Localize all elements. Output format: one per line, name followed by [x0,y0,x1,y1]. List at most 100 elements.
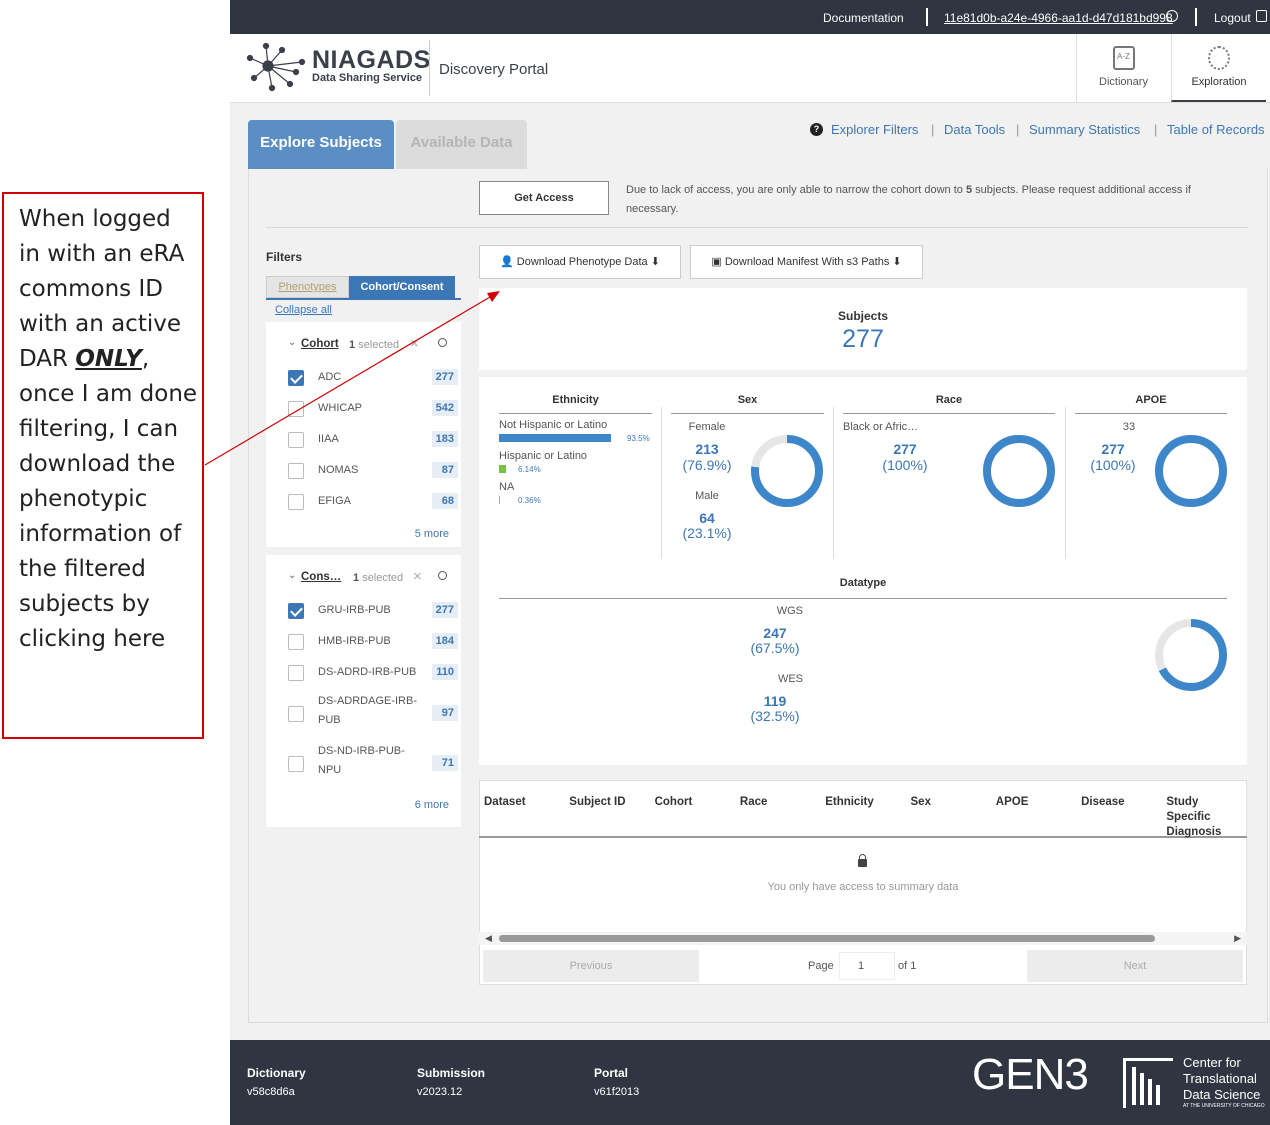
search-icon[interactable] [438,338,447,347]
datatype-wes-count: 119 [763,693,787,709]
link-explorer-filters[interactable]: Explorer Filters [831,122,919,137]
filter-option-count: 71 [432,755,458,771]
cohort-filter-label[interactable]: Cohort [301,338,339,350]
logout-link[interactable]: Logout [1214,11,1251,25]
consent-selected-number: 1 [353,572,360,584]
cohort-selected-suffix: selected [358,339,400,351]
previous-button[interactable]: Previous [483,950,699,982]
table-column-header[interactable]: Cohort [654,796,693,808]
download-manifest-label: Download Manifest With s3 Paths [724,256,890,268]
filter-option[interactable]: ADC 277 [288,368,458,388]
checkbox[interactable] [288,634,304,650]
sex-male-count: 64 [699,510,715,526]
consent-filter-card: ⌄ Cons… 1 selected × 6 more GRU-IRB-PUB 2… [266,555,461,827]
next-button[interactable]: Next [1027,950,1243,982]
checkbox[interactable] [288,432,304,448]
link-table-of-records[interactable]: Table of Records [1167,122,1265,137]
subjects-label: Subjects [837,309,888,323]
consent-more-link[interactable]: 6 more [414,799,449,811]
ctds-logo-icon [1123,1058,1173,1108]
chevron-down-icon[interactable]: ⌄ [288,570,297,581]
filter-option-label: DS-ND-IRB-PUB- [318,745,405,757]
lock-icon [858,859,867,867]
filter-option-label: ADC [318,371,342,383]
filter-option-label: HMB-IRB-PUB [318,635,391,647]
race-donut-chart [983,435,1055,507]
divider [1065,407,1066,559]
ctds-line-3: Data Science [1183,1087,1261,1102]
page-input[interactable] [839,952,895,980]
checkbox[interactable] [288,370,304,386]
filter-option-label: NPU [318,764,342,776]
user-id-link[interactable]: 11e81d0b-a24e-4966-aa1d-d47d181bd998 [944,11,1173,25]
clear-icon[interactable]: × [413,568,422,585]
filter-option[interactable]: GRU-IRB-PUB 277 [288,601,458,621]
download-manifest-button[interactable]: ▣ Download Manifest With s3 Paths ⬇ [690,245,923,279]
filter-option[interactable]: NOMAS 87 [288,461,458,481]
tab-cohort-consent[interactable]: Cohort/Consent [349,276,455,298]
filter-option[interactable]: HMB-IRB-PUB 184 [288,632,458,652]
apoe-pct: (100%) [1090,457,1136,473]
checkbox[interactable] [288,603,304,619]
annotation-text-2: , once I am done filtering, I can downlo… [19,346,198,652]
filter-option[interactable]: IIAA 183 [288,430,458,450]
filter-option[interactable]: EFIGA 68 [288,492,458,512]
divider [499,598,1227,599]
ctds-subtitle: AT THE UNIVERSITY OF CHICAGO [1183,1103,1265,1109]
horizontal-scrollbar[interactable]: ◀ ▶ [479,932,1247,945]
nav-dictionary[interactable]: A-Z Dictionary [1076,34,1170,102]
table-column-header[interactable]: Ethnicity [825,796,874,808]
nav-exploration[interactable]: Exploration [1171,34,1266,102]
table-column-header[interactable]: Race [739,796,768,808]
tab-available-data[interactable]: Available Data [396,120,527,169]
race-pct: (100%) [882,457,928,473]
cohort-more-link[interactable]: 5 more [414,528,449,540]
tab-explore-subjects[interactable]: Explore Subjects [248,120,394,169]
scroll-left-icon[interactable]: ◀ [485,933,492,943]
table-column-header[interactable]: APOE [995,796,1029,808]
footer-dictionary-version: v58c8d6a [247,1086,295,1098]
table-header-divider [479,836,1247,838]
filter-option[interactable]: DS-ADRD-IRB-PUB 110 [288,663,458,683]
table-column-header[interactable]: Disease [1081,796,1125,808]
ethnicity-label: Hispanic or Latino [499,450,588,462]
datatype-wes-pct: (32.5%) [750,708,800,724]
filter-option[interactable]: DS-ADRDAGE-IRB- PUB 97 [288,695,458,726]
checkbox[interactable] [288,665,304,681]
filter-option[interactable]: DS-ND-IRB-PUB- NPU 71 [288,745,458,776]
link-summary-statistics[interactable]: Summary Statistics [1029,122,1141,137]
scroll-right-icon[interactable]: ▶ [1234,933,1241,943]
tab-phenotypes[interactable]: Phenotypes [266,276,349,298]
documentation-link[interactable]: Documentation [823,11,904,25]
table-column-header[interactable]: Dataset [484,796,526,808]
filter-option-count: 110 [432,664,458,680]
checkbox[interactable] [288,494,304,510]
table-column-header[interactable]: Study Specific Diagnosis [1166,796,1222,838]
search-icon[interactable] [438,571,447,580]
filter-option-count: 277 [431,369,458,385]
sex-female-count: 213 [695,441,719,457]
scrollbar-thumb[interactable] [499,935,1155,942]
filter-option-label: WHICAP [318,402,362,414]
footer-submission-version: v2023.12 [417,1086,463,1098]
consent-filter-label[interactable]: Cons… [301,571,342,583]
table-column-header[interactable]: Subject ID [569,796,626,808]
checkbox[interactable] [288,706,304,722]
dictionary-icon: A-Z [1112,46,1135,70]
get-access-button[interactable]: Get Access [479,181,609,215]
collapse-all-link[interactable]: Collapse all [275,304,332,316]
checkbox[interactable] [288,401,304,417]
lock-shackle [859,854,866,861]
link-data-tools[interactable]: Data Tools [944,122,1006,137]
download-phenotype-button[interactable]: 👤 Download Phenotype Data ⬇ [479,245,681,279]
clear-icon[interactable]: × [410,335,419,352]
checkbox[interactable] [288,463,304,479]
table-column-header[interactable]: Sex [910,796,931,808]
chevron-down-icon[interactable]: ⌄ [288,337,297,348]
footer-submission-label: Submission [417,1066,486,1080]
sex-title: Sex [737,394,758,406]
checkbox[interactable] [288,756,304,772]
filter-option[interactable]: WHICAP 542 [288,399,458,419]
portal-name: Discovery Portal [439,61,549,78]
apoe-donut-chart [1155,435,1227,507]
